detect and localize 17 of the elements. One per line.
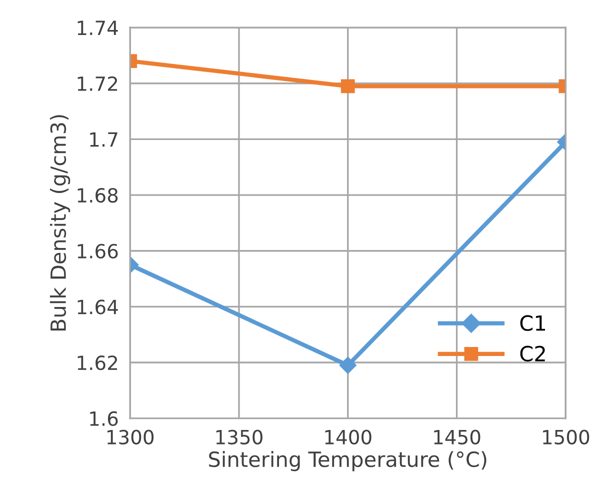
x-tick-label: 1500	[543, 430, 590, 444]
y-tick-label: 1.68	[78, 188, 118, 203]
y-tick-label: 1.7	[90, 132, 118, 147]
y-axis-title: Bulk Density (g/cm3)	[50, 115, 70, 331]
legend-label: C1	[520, 315, 545, 331]
y-tick-label: 1.62	[78, 355, 118, 370]
y-tick-label: 1.74	[78, 20, 118, 35]
y-tick-label: 1.64	[78, 300, 118, 314]
x-tick-label: 1300	[107, 430, 154, 444]
x-tick-label: 1350	[216, 430, 262, 444]
y-tick-label: 1.72	[78, 76, 118, 91]
legend-label: C2	[520, 346, 545, 362]
x-tick-label: 1400	[325, 430, 372, 444]
y-tick-label: 1.66	[78, 244, 118, 259]
x-tick-label: 1450	[434, 430, 480, 444]
x-axis-title: Sintering Temperature (°C)	[209, 451, 486, 472]
y-tick-label: 1.6	[90, 411, 118, 426]
